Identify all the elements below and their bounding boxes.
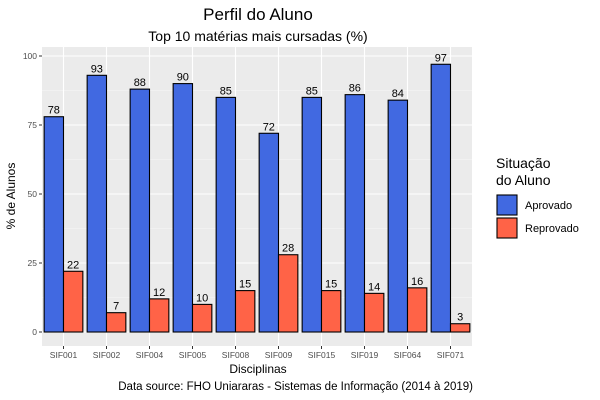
bar-reprovado-sif001 xyxy=(62,270,84,333)
y-axis-label: % de Alunos xyxy=(4,163,18,230)
bar-reprovado-sif004 xyxy=(148,298,170,333)
bar-aprovado-sif009 xyxy=(258,132,280,333)
x-tick-label: SIF002 xyxy=(93,350,121,360)
data-label-reprovado-sif009: 28 xyxy=(282,243,294,255)
legend-key-reprovado xyxy=(496,217,518,239)
bar-aprovado-sif001 xyxy=(43,116,65,333)
data-label-aprovado-sif002: 93 xyxy=(91,63,103,75)
x-tick-label: SIF004 xyxy=(136,350,164,360)
bar-reprovado-sif064 xyxy=(406,287,428,333)
legend: Situação do Aluno Aprovado Reprovado xyxy=(496,155,579,239)
caption: Data source: FHO Uniararas - Sistemas de… xyxy=(118,381,473,393)
y-tick-label: 0 xyxy=(32,327,37,337)
x-axis: SIF001 SIF002 SIF004 SIF005 SIF008 SIF009 SIF0… xyxy=(50,346,465,360)
data-label-reprovado-sif008: 15 xyxy=(239,279,251,291)
data-label-reprovado-sif001: 22 xyxy=(67,259,79,271)
bar-reprovado-sif002 xyxy=(105,312,127,333)
bar-reprovado-sif019 xyxy=(363,292,385,333)
bar-reprovado-sif008 xyxy=(234,290,256,333)
data-label-reprovado-sif064: 16 xyxy=(411,276,423,288)
bar-aprovado-sif064 xyxy=(387,99,409,333)
data-label-reprovado-sif005: 10 xyxy=(196,292,208,304)
data-label-reprovado-sif019: 14 xyxy=(368,281,380,293)
bar-reprovado-sif015 xyxy=(320,290,342,333)
x-axis-label: Disciplinas xyxy=(229,362,286,376)
x-tick-label: SIF001 xyxy=(50,350,78,360)
x-tick-label: SIF064 xyxy=(394,350,422,360)
x-tick-label: SIF019 xyxy=(351,350,379,360)
bar-reprovado-sif071 xyxy=(449,323,471,333)
x-tick-label: SIF005 xyxy=(179,350,207,360)
y-tick-label: 100 xyxy=(23,51,37,61)
data-label-reprovado-sif071: 3 xyxy=(457,312,463,324)
y-tick-label: 25 xyxy=(28,258,38,268)
y-axis: 0 25 50 75 100 xyxy=(23,51,42,337)
legend-title-line1: Situação xyxy=(496,155,551,171)
chart-subtitle: Top 10 matérias mais cursadas (%) xyxy=(148,28,367,44)
data-label-aprovado-sif001: 78 xyxy=(48,105,60,117)
data-label-aprovado-sif071: 97 xyxy=(435,52,447,64)
bar-reprovado-sif009 xyxy=(277,254,299,333)
data-label-aprovado-sif008: 85 xyxy=(220,85,232,97)
data-label-reprovado-sif015: 15 xyxy=(325,279,337,291)
legend-title-line2: do Aluno xyxy=(496,172,551,188)
bar-aprovado-sif019 xyxy=(344,94,366,333)
data-label-aprovado-sif019: 86 xyxy=(349,83,361,95)
legend-label-reprovado: Reprovado xyxy=(525,223,579,235)
bar-reprovado-sif005 xyxy=(191,303,213,333)
data-label-aprovado-sif009: 72 xyxy=(263,121,275,133)
data-label-reprovado-sif002: 7 xyxy=(113,301,119,313)
bar-aprovado-sif008 xyxy=(215,96,237,333)
chart-title: Perfil do Aluno xyxy=(203,5,313,24)
x-tick-label: SIF015 xyxy=(308,350,336,360)
data-labels: 78 22 93 7 88 12 90 10 85 15 72 28 85 15 86 14 84 16 97 3 xyxy=(48,52,464,323)
bar-aprovado-sif015 xyxy=(301,96,323,333)
y-tick-label: 50 xyxy=(28,189,38,199)
data-label-aprovado-sif004: 88 xyxy=(134,77,146,89)
x-tick-label: SIF071 xyxy=(437,350,465,360)
data-label-aprovado-sif005: 90 xyxy=(177,72,189,84)
y-tick-label: 75 xyxy=(28,120,38,130)
bars xyxy=(43,63,471,333)
bar-aprovado-sif071 xyxy=(430,63,452,333)
x-tick-label: SIF009 xyxy=(265,350,293,360)
x-tick-label: SIF008 xyxy=(222,350,250,360)
legend-key-aprovado xyxy=(496,194,518,216)
bar-aprovado-sif004 xyxy=(129,88,151,333)
data-label-aprovado-sif064: 84 xyxy=(392,88,404,100)
bar-aprovado-sif005 xyxy=(172,83,194,333)
data-label-aprovado-sif015: 85 xyxy=(306,85,318,97)
legend-label-aprovado: Aprovado xyxy=(525,200,572,212)
bar-aprovado-sif002 xyxy=(86,74,108,333)
data-label-reprovado-sif004: 12 xyxy=(153,287,165,299)
